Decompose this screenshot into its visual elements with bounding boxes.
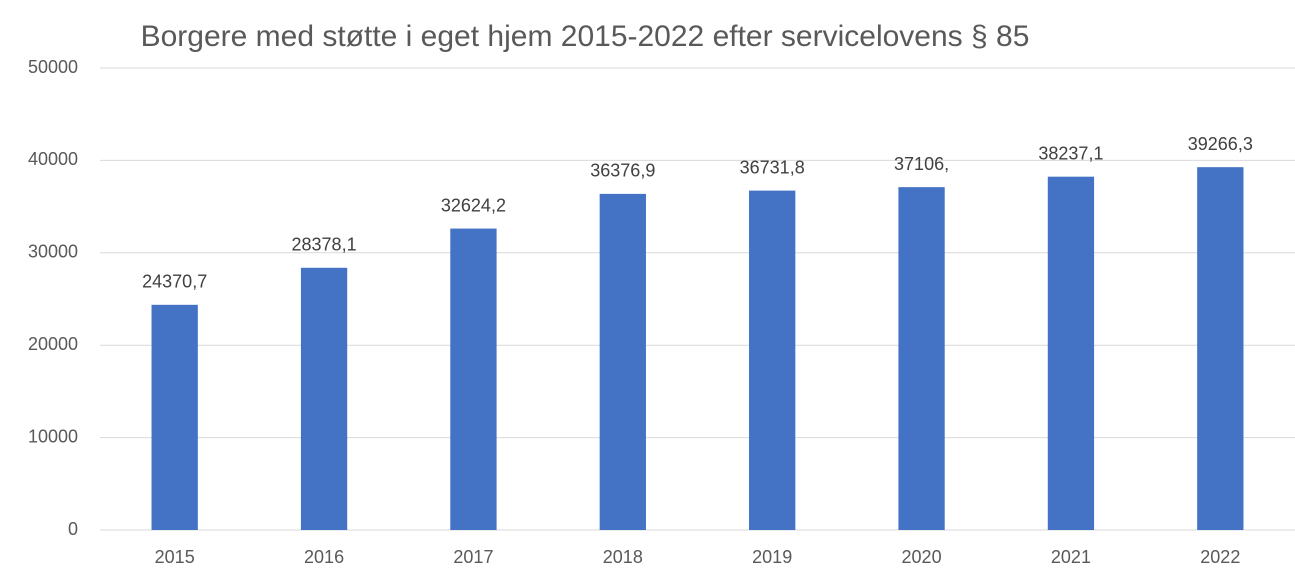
x-tick-label: 2019: [752, 547, 792, 567]
y-tick-label: 0: [68, 519, 78, 539]
value-label: 28378,1: [292, 235, 357, 255]
value-label: 36731,8: [740, 157, 805, 177]
y-tick-label: 40000: [28, 149, 78, 169]
value-label: 37106,: [894, 154, 949, 174]
bar: [300, 267, 348, 530]
value-label: 39266,3: [1188, 134, 1253, 154]
bar: [599, 193, 646, 530]
y-tick-label: 50000: [28, 57, 78, 77]
bar: [749, 190, 796, 530]
bar: [1197, 167, 1244, 530]
y-tick-label: 10000: [28, 426, 78, 446]
value-label: 36376,9: [590, 161, 655, 181]
y-tick-label: 20000: [28, 334, 78, 354]
bar: [898, 187, 945, 530]
value-label: 38237,1: [1038, 143, 1103, 163]
x-tick-label: 2022: [1200, 547, 1240, 567]
y-tick-label: 30000: [28, 242, 78, 262]
x-tick-label: 2017: [453, 547, 493, 567]
x-tick-label: 2021: [1051, 547, 1091, 567]
x-tick-label: 2018: [603, 547, 643, 567]
x-tick-label: 2015: [155, 547, 195, 567]
bar: [450, 228, 497, 530]
x-tick-label: 2020: [902, 547, 942, 567]
bar: [1047, 176, 1095, 530]
bar: [151, 304, 198, 530]
x-tick-label: 2016: [304, 547, 344, 567]
value-label: 32624,2: [441, 195, 506, 215]
value-label: 24370,7: [142, 272, 207, 292]
chart-title: Borgere med støtte i eget hjem 2015-2022…: [141, 20, 1030, 53]
